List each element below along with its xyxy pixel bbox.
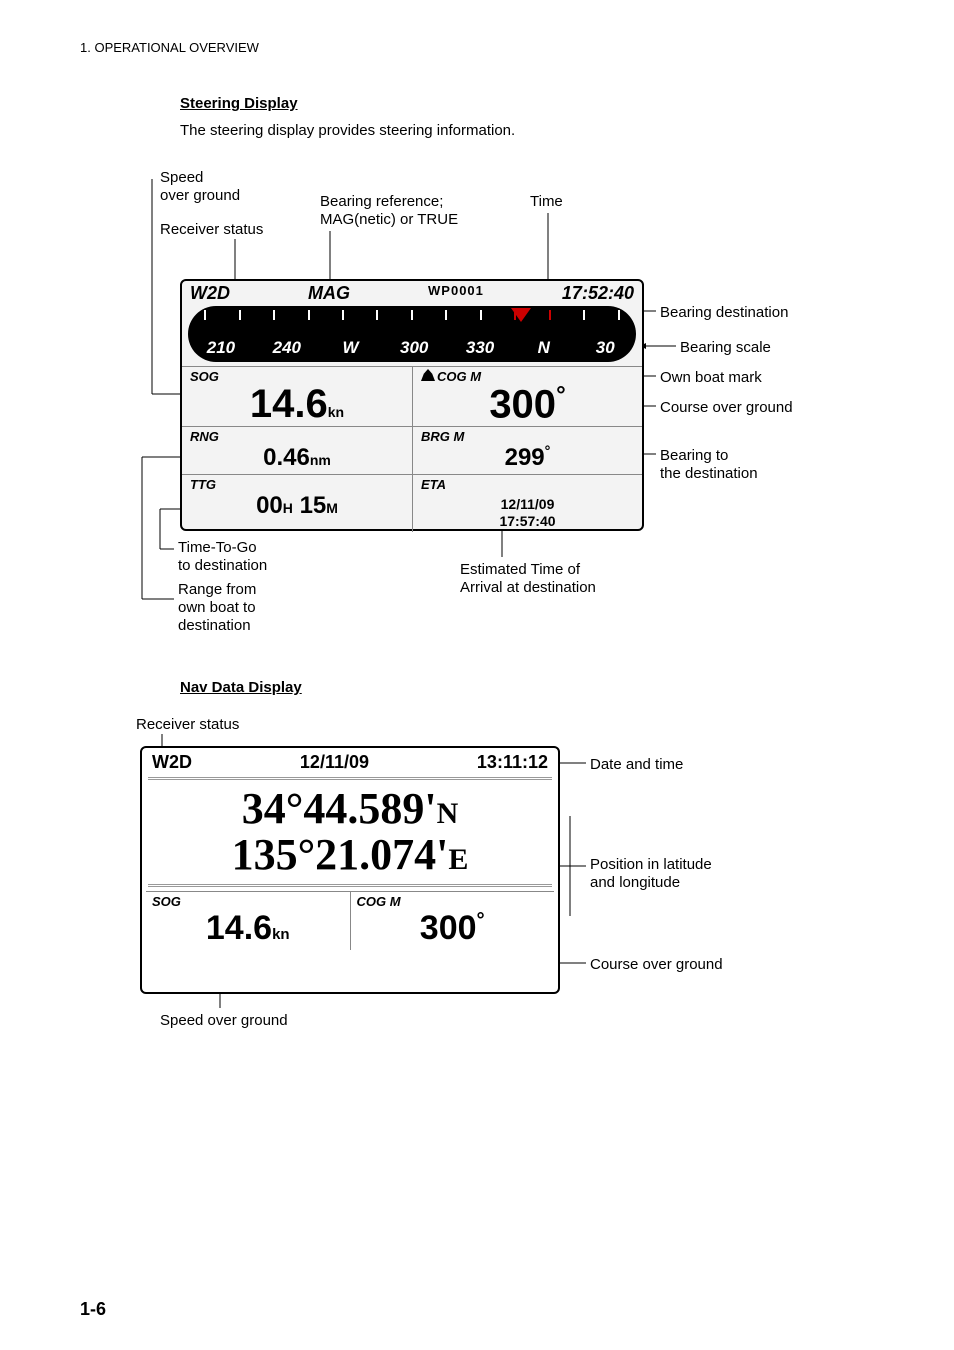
nav-title: Nav Data Display xyxy=(180,679,874,696)
label-time: Time xyxy=(530,193,563,211)
label-bearing-scale: Bearing scale xyxy=(680,339,771,357)
label-bearing-ref: Bearing reference;MAG(netic) or TRUE xyxy=(320,193,458,229)
compass-band: 210 240 W 300 330 N 30 xyxy=(188,306,636,362)
cell-ttg: TTG 00H 15M xyxy=(182,474,412,532)
nav-cog: COG M 300° xyxy=(350,892,555,950)
label-bearing-dest: Bearing destination xyxy=(660,304,788,322)
nav-coords: 34°44.589'N 135°21.074'E xyxy=(148,777,552,887)
nav-label-position: Position in latitudeand longitude xyxy=(590,856,712,892)
label-eta: Estimated Time ofArrival at destination xyxy=(460,561,596,597)
nav-diagram: Receiver status Date and time Position i… xyxy=(100,716,880,1036)
page-header: 1. OPERATIONAL OVERVIEW xyxy=(80,40,874,55)
label-receiver: Receiver status xyxy=(160,221,263,239)
label-own-boat: Own boat mark xyxy=(660,369,762,387)
status-bar: W2D MAG WP0001 17:52:40 xyxy=(182,281,642,306)
nav-top-bar: W2D 12/11/09 13:11:12 xyxy=(146,752,554,773)
steering-diagram: Speedover ground Receiver status Bearing… xyxy=(100,169,880,649)
nav-label-receiver: Receiver status xyxy=(136,716,239,734)
cell-sog: SOG 14.6kn xyxy=(182,366,412,426)
nav-label-datetime: Date and time xyxy=(590,756,683,774)
status-time: 17:52:40 xyxy=(562,283,634,304)
label-range: Range fromown boat todestination xyxy=(178,581,256,635)
status-mag: MAG xyxy=(308,283,350,304)
cell-rng: RNG 0.46nm xyxy=(182,426,412,474)
label-ttg: Time-To-Goto destination xyxy=(178,539,267,575)
label-brg-dest: Bearing tothe destination xyxy=(660,447,758,483)
cell-brg: BRG M 299° xyxy=(412,426,642,474)
label-cog: Course over ground xyxy=(660,399,793,417)
page-number: 1-6 xyxy=(80,1299,106,1320)
label-sog-top: Speedover ground xyxy=(160,169,240,205)
nav-sog: SOG 14.6kn xyxy=(146,892,350,950)
nav-bottom: SOG 14.6kn COG M 300° xyxy=(146,891,554,950)
nav-date: 12/11/09 xyxy=(300,752,369,773)
nav-w2d: W2D xyxy=(152,752,192,773)
nav-label-cog: Course over ground xyxy=(590,956,723,974)
data-grid: SOG 14.6kn COG M 300° RNG 0.46nm BRG M 2… xyxy=(182,366,642,532)
steering-desc: The steering display provides steering i… xyxy=(180,122,874,139)
nav-label-sog: Speed over ground xyxy=(160,1012,288,1030)
compass-labels: 210 240 W 300 330 N 30 xyxy=(188,338,636,358)
steering-title: Steering Display xyxy=(180,95,874,112)
cell-cog: COG M 300° xyxy=(412,366,642,426)
nav-time: 13:11:12 xyxy=(477,752,548,773)
steering-device: W2D MAG WP0001 17:52:40 210 240 W 300 xyxy=(180,279,644,531)
nav-device: W2D 12/11/09 13:11:12 34°44.589'N 135°21… xyxy=(140,746,560,994)
bearing-dest-marker xyxy=(511,308,531,322)
boat-icon xyxy=(421,369,435,381)
cell-eta: ETA 12/11/09 17:57:40 xyxy=(412,474,642,532)
status-w2d: W2D xyxy=(190,283,230,304)
status-wp: WP0001 xyxy=(428,283,484,304)
